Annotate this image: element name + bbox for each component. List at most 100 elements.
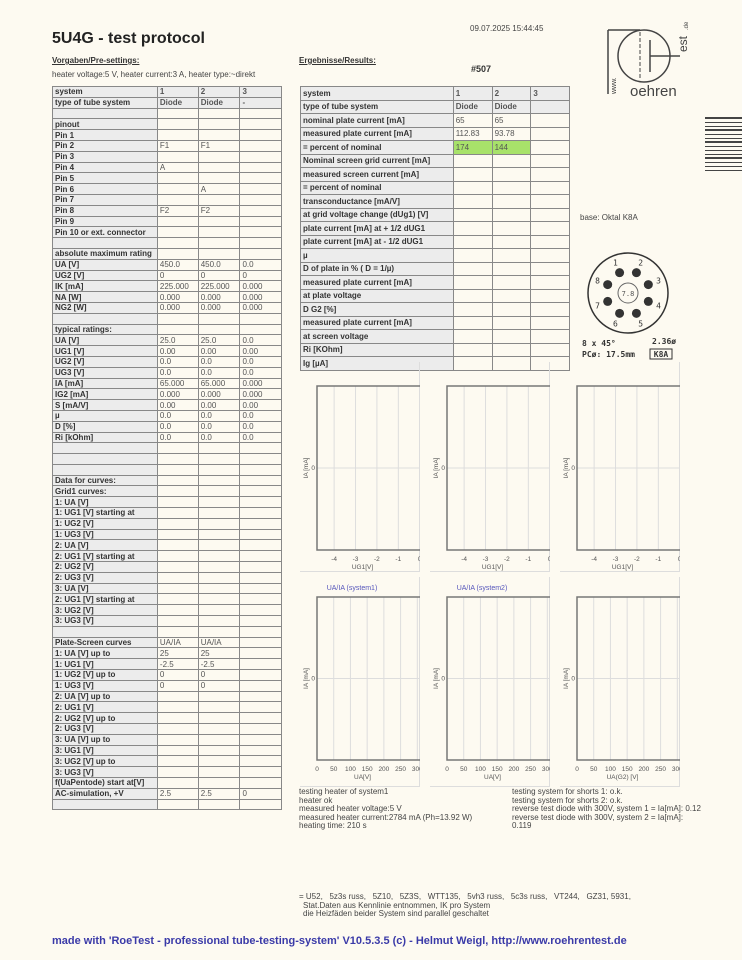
row-label: absolute maximum rating xyxy=(52,247,158,260)
cell-value xyxy=(156,798,199,811)
note-line: = U52, 5z3s russ, 5Z10, 5Z3S, WTT135, 5v… xyxy=(299,892,631,901)
cell-value xyxy=(530,113,570,128)
table-row xyxy=(52,463,282,476)
chart-title: UA/IA (system2) xyxy=(457,585,508,592)
cell-value: A xyxy=(156,161,199,174)
cell-value xyxy=(239,582,282,595)
x-tick-label: -2 xyxy=(374,556,380,563)
cell-value xyxy=(452,153,493,168)
row-label: Pin 2 xyxy=(52,139,158,152)
barcode-bar xyxy=(705,149,742,152)
barcode-bar xyxy=(705,139,742,141)
table-row: Ig [µA] xyxy=(300,356,570,371)
row-label: 2: UG3 [V] xyxy=(52,723,158,735)
row-label: NG2 [W] xyxy=(52,301,158,314)
cell-value: UA/IA xyxy=(197,636,241,649)
cell-value: Diode xyxy=(491,99,532,114)
cell-value xyxy=(197,507,241,519)
cell-value xyxy=(452,275,493,290)
row-label: 3: UG1 [V] xyxy=(52,744,158,757)
chart-panel: 0 50 100 150 200 250 300 0 UA(G2) [V] IA [mA] xyxy=(560,577,684,787)
table-row: nominal plate current [mA] 65 65 xyxy=(300,113,570,128)
cell-value xyxy=(197,777,241,789)
row-label: Grid1 curves: xyxy=(52,485,158,498)
cell-value xyxy=(197,312,241,325)
cell-value xyxy=(156,247,199,260)
table-row: at grid voltage change (dUg1) [V] xyxy=(300,207,570,222)
cell-value: 0 xyxy=(156,679,199,692)
y-tick-label: 0 xyxy=(311,465,315,472)
barcode-bar xyxy=(705,160,742,161)
cell-value: 0 xyxy=(239,269,282,282)
cell-value xyxy=(530,342,570,357)
cell-value: 0 xyxy=(156,669,199,681)
cell-value xyxy=(197,723,241,735)
cell-value xyxy=(239,669,282,681)
plot-frame xyxy=(316,385,424,551)
cell-value xyxy=(156,485,199,498)
row-label: Pin 5 xyxy=(52,172,158,185)
cell-value xyxy=(530,302,570,317)
cell-value xyxy=(197,118,241,131)
cell-value xyxy=(452,248,493,263)
cell-value: A xyxy=(197,183,241,195)
note-line: measured heater voltage:5 V xyxy=(299,804,402,813)
cell-value: 0 xyxy=(156,269,199,282)
table-row: D G2 [%] xyxy=(300,302,570,317)
cell-value xyxy=(239,517,282,530)
cell-value xyxy=(197,550,241,563)
y-axis-label: IA [mA] xyxy=(303,668,310,689)
table-row: 1: UG1 [V] -2.5 -2.5 xyxy=(52,658,282,671)
cell-value xyxy=(491,248,532,263)
page-title: 5U4G - test protocol xyxy=(52,30,205,47)
table-row: typical ratings: xyxy=(52,323,282,336)
x-tick-label: 0 xyxy=(575,766,579,773)
note-line: heating time: 210 s xyxy=(299,821,367,830)
cell-value xyxy=(530,194,570,209)
base-center-label: 7.8 xyxy=(622,290,635,298)
note-line: heater ok xyxy=(299,795,333,805)
cell-value: 0.000 xyxy=(239,388,282,401)
row-label: typical ratings: xyxy=(52,323,158,336)
table-row: type of tube system Diode Diode - xyxy=(52,96,282,109)
cell-value xyxy=(239,496,282,509)
cell-value xyxy=(197,463,241,476)
chart: -4 -3 -2 -1 0 0 UG1[V] IA [mA] xyxy=(303,385,424,571)
cell-value xyxy=(156,323,199,336)
cell-value xyxy=(530,99,570,114)
cell-value xyxy=(452,288,493,303)
cell-value: 0.000 xyxy=(239,291,282,303)
cell-value: 0 xyxy=(197,679,241,692)
cell-value xyxy=(239,312,282,325)
cell-value xyxy=(156,528,199,541)
cell-value xyxy=(197,528,241,541)
barcode-bar xyxy=(705,137,742,139)
cell-value: 0.00 xyxy=(239,345,282,357)
base-key xyxy=(617,282,639,304)
cell-value xyxy=(491,288,532,303)
cell-value xyxy=(239,679,282,692)
note-line: reverse test diode with 300V, system 1 =… xyxy=(512,804,701,813)
table-row: = percent of nominal xyxy=(300,180,570,195)
barcode-bar xyxy=(705,136,742,137)
cell-value xyxy=(239,161,282,174)
row-label: at grid voltage change (dUg1) [V] xyxy=(300,207,454,222)
cell-value xyxy=(156,474,199,487)
barcode-bar xyxy=(705,132,742,133)
cell-value xyxy=(239,766,282,778)
table-row: 1: UG3 [V] xyxy=(52,528,282,541)
cell-value xyxy=(197,237,241,249)
row-label xyxy=(52,107,158,120)
cell-value xyxy=(530,261,570,276)
cell-value: 0 xyxy=(197,669,241,681)
cell-value xyxy=(239,647,282,660)
row-label: 1: UA [V] up to xyxy=(52,647,158,660)
cell-value xyxy=(156,550,199,563)
x-tick-label: 250 xyxy=(655,766,666,773)
row-label xyxy=(52,237,158,249)
row-label: 2: UG2 [V] up to xyxy=(52,712,158,725)
table-row: UA [V] 450.0 450.0 0.0 xyxy=(52,258,282,271)
roehrentest-logo: www. oehren est .de xyxy=(607,22,690,98)
table-row: measured plate current [mA] 112.83 93.78 xyxy=(300,126,570,141)
cell-value xyxy=(197,161,241,174)
